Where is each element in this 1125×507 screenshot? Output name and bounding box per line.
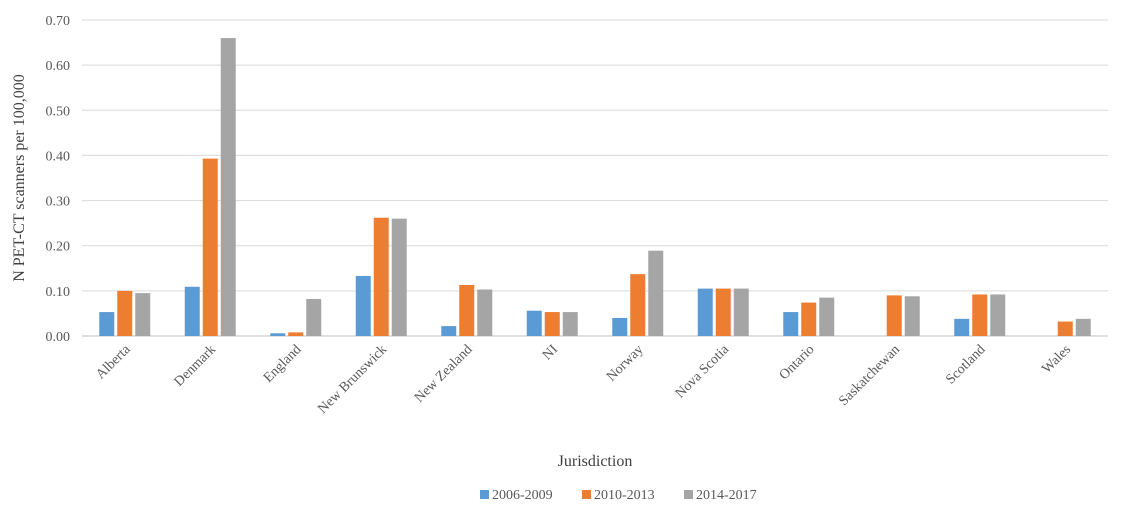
legend-swatch [684, 490, 693, 499]
bar-2006-2009 [697, 288, 713, 336]
bar-2010-2013 [459, 284, 475, 336]
bar-2006-2009 [184, 286, 200, 336]
x-tick-label: Alberta [93, 342, 134, 383]
bar-2006-2009 [270, 333, 286, 336]
x-tick-label: Wales [1040, 342, 1075, 377]
bar-2014-2017 [1075, 318, 1091, 336]
bar-2010-2013 [117, 290, 133, 336]
x-tick-labels: Alberta Denmark England New Brunswick New Ze… [93, 342, 1074, 417]
legend-swatch [480, 490, 489, 499]
x-tick-label: Norway [604, 342, 647, 385]
bar-2014-2017 [477, 289, 493, 336]
x-tick-label: England [261, 342, 305, 386]
y-tick-label: 0.60 [46, 59, 71, 74]
bar-2014-2017 [733, 288, 749, 336]
bar-2014-2017 [648, 250, 664, 336]
bar-2014-2017 [135, 293, 151, 336]
y-axis-title: N PET-CT scanners per 100,000 [11, 74, 28, 282]
y-tick-label: 0.40 [46, 149, 71, 164]
x-tick-label: Saskatchewan [836, 342, 903, 409]
legend-swatch [582, 490, 591, 499]
x-tick-label: NI [540, 342, 561, 363]
bar-2010-2013 [801, 302, 817, 336]
bar-2010-2013 [373, 217, 389, 336]
y-tick-label: 0.10 [46, 285, 71, 300]
bar-2010-2013 [202, 158, 218, 336]
bar-2006-2009 [612, 317, 628, 336]
y-tick-label: 0.50 [46, 104, 71, 119]
x-tick-label: Nova Scotia [673, 342, 733, 402]
legend-label: 2006-2009 [492, 488, 553, 503]
legend-label: 2010-2013 [594, 488, 655, 503]
bar-2014-2017 [990, 294, 1006, 336]
bar-2014-2017 [562, 312, 578, 336]
y-tick-label: 0.00 [46, 330, 71, 345]
bar-2010-2013 [972, 294, 988, 336]
bar-2006-2009 [526, 310, 542, 336]
bar-2010-2013 [886, 295, 902, 336]
x-axis-title: Jurisdiction [558, 453, 633, 470]
y-tick-label: 0.20 [46, 240, 71, 255]
bar-2006-2009 [783, 312, 799, 336]
legend: 2006-2009 2010-2013 2014-2017 [480, 488, 757, 503]
bar-2014-2017 [391, 218, 407, 336]
x-tick-label: Denmark [172, 342, 219, 389]
x-tick-label: Scotland [943, 342, 988, 387]
legend-label: 2014-2017 [696, 488, 757, 503]
y-tick-labels: 0.00 0.10 0.20 0.30 0.40 0.50 0.60 0.70 [46, 14, 71, 345]
x-tick-label: Ontario [777, 342, 818, 383]
bar-2006-2009 [355, 275, 371, 336]
bar-2010-2013 [630, 274, 646, 336]
bars [99, 38, 1091, 337]
x-tick-label: New Zealand [412, 342, 476, 406]
bar-2014-2017 [904, 296, 920, 336]
gridlines [82, 19, 1108, 337]
bar-2010-2013 [715, 288, 731, 336]
y-tick-label: 0.70 [46, 14, 71, 29]
bar-2014-2017 [306, 298, 322, 336]
bar-2010-2013 [544, 312, 560, 336]
bar-2006-2009 [441, 326, 457, 336]
bar-2014-2017 [819, 297, 835, 336]
bar-2006-2009 [99, 312, 115, 336]
bar-2006-2009 [954, 318, 970, 336]
bar-2010-2013 [288, 332, 304, 336]
y-tick-label: 0.30 [46, 195, 71, 210]
bar-2014-2017 [220, 38, 236, 337]
bar-2010-2013 [1057, 321, 1073, 336]
x-tick-label: New Brunswick [315, 342, 390, 417]
